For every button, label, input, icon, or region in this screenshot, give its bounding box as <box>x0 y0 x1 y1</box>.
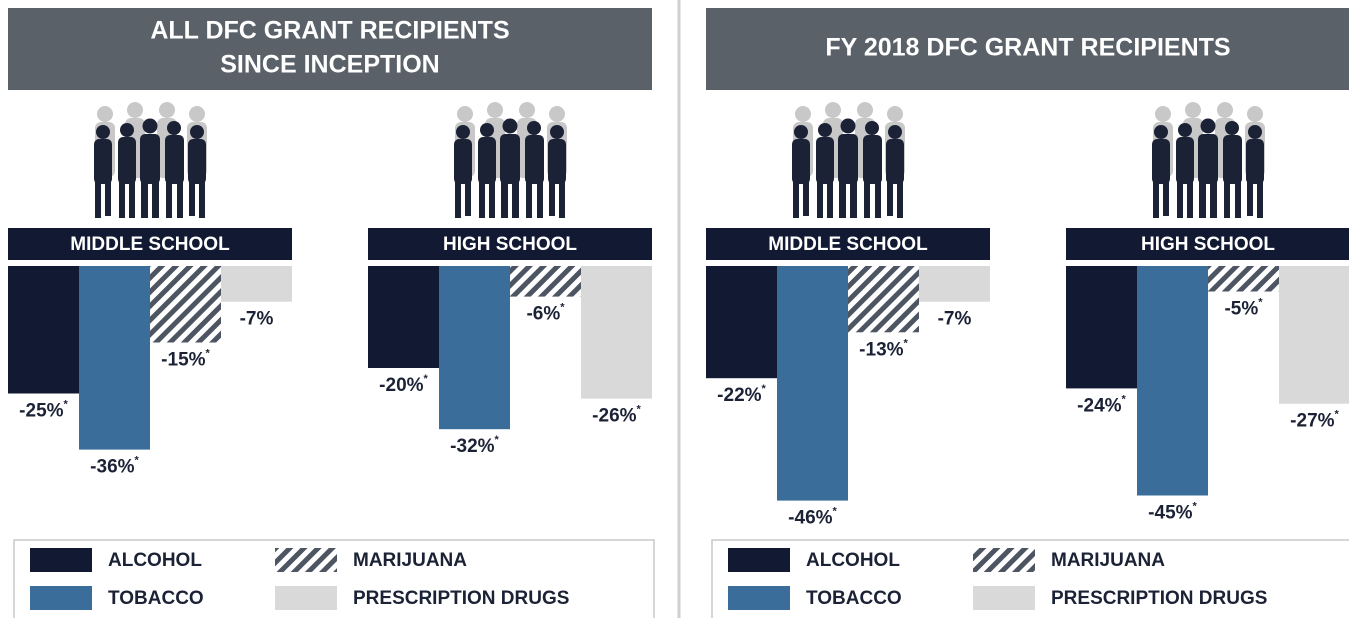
legend-swatch <box>973 586 1035 610</box>
bar <box>439 266 510 430</box>
legend-swatch <box>728 548 790 572</box>
bar <box>848 266 919 333</box>
value-label: -13%* <box>859 337 908 360</box>
legend-label: PRESCRIPTION DRUGS <box>1051 588 1267 609</box>
value-label: -27%* <box>1290 409 1339 432</box>
panel-header <box>706 8 1349 90</box>
chart-title-bar <box>706 228 990 260</box>
bar <box>368 266 439 368</box>
value-label: -46%* <box>788 506 837 529</box>
legend-label: ALCOHOL <box>108 550 202 571</box>
value-label: -15%* <box>161 347 210 370</box>
silhouette <box>94 102 207 218</box>
legend-label: TOBACCO <box>108 588 204 609</box>
legend-swatch <box>973 548 1035 572</box>
silhouette <box>454 102 567 218</box>
bar <box>1137 266 1208 496</box>
panel-title: SINCE INCEPTION <box>220 51 439 79</box>
value-label: -6%* <box>526 302 565 325</box>
chart-title-bar <box>368 228 652 260</box>
value-label: -24%* <box>1077 393 1126 416</box>
value-label: -25%* <box>19 398 68 421</box>
legend-label: TOBACCO <box>806 588 902 609</box>
value-label: -32%* <box>450 434 499 457</box>
legend-swatch <box>275 586 337 610</box>
value-label: -36%* <box>90 455 139 478</box>
legend-label: ALCOHOL <box>806 550 900 571</box>
panel-header <box>8 8 652 90</box>
legend-swatch <box>275 548 337 572</box>
legend-label: PRESCRIPTION DRUGS <box>353 588 569 609</box>
silhouette <box>1152 102 1265 218</box>
value-label: -5%* <box>1224 296 1263 319</box>
bar <box>777 266 848 501</box>
bar <box>919 266 990 302</box>
chart-title: HIGH SCHOOL <box>1141 234 1275 255</box>
legend-swatch <box>30 586 92 610</box>
chart-title-bar <box>1066 228 1349 260</box>
chart-title-bar <box>8 228 292 260</box>
legend-box <box>13 539 655 618</box>
chart-title: MIDDLE SCHOOL <box>768 234 928 255</box>
bar <box>581 266 652 399</box>
value-label: -45%* <box>1148 500 1197 523</box>
chart-title: MIDDLE SCHOOL <box>70 234 230 255</box>
bar <box>79 266 150 450</box>
value-label: -22%* <box>717 383 766 406</box>
bar <box>150 266 221 343</box>
panel-title: FY 2018 DFC GRANT RECIPIENTS <box>825 34 1230 62</box>
value-label: -20%* <box>379 373 428 396</box>
bar <box>8 266 79 394</box>
bar <box>510 266 581 297</box>
chart-title: HIGH SCHOOL <box>443 234 577 255</box>
bar <box>221 266 292 302</box>
bar <box>1208 266 1279 292</box>
legend-label: MARIJUANA <box>1051 550 1165 571</box>
legend-swatch <box>728 586 790 610</box>
panel-title: ALL DFC GRANT RECIPIENTS <box>150 17 509 45</box>
legend-box <box>711 539 1349 618</box>
legend-label: MARIJUANA <box>353 550 467 571</box>
bar <box>1066 266 1137 389</box>
bar <box>1279 266 1349 404</box>
value-label: -26%* <box>592 404 641 427</box>
value-label: -7% <box>938 309 972 330</box>
bar <box>706 266 777 379</box>
legend-swatch <box>30 548 92 572</box>
value-label: -7% <box>240 309 274 330</box>
silhouette <box>792 102 905 218</box>
